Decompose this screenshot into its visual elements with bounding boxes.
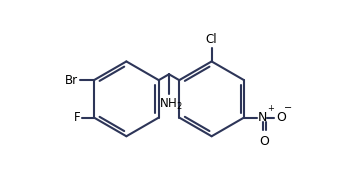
Text: +: +: [268, 104, 274, 113]
Text: Br: Br: [65, 74, 78, 87]
Text: F: F: [74, 111, 80, 124]
Text: −: −: [284, 103, 292, 113]
Text: O: O: [276, 111, 286, 124]
Text: O: O: [259, 135, 269, 148]
Text: N: N: [258, 111, 267, 124]
Text: NH$_2$: NH$_2$: [159, 97, 183, 112]
Text: Cl: Cl: [206, 33, 217, 46]
